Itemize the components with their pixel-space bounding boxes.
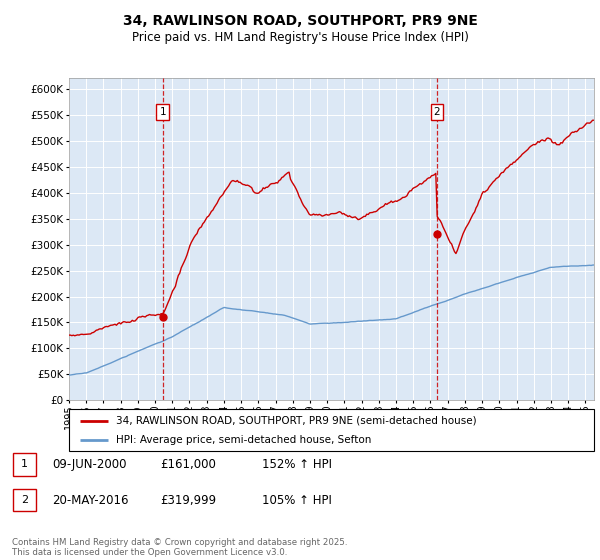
- Text: 105% ↑ HPI: 105% ↑ HPI: [262, 493, 332, 507]
- Text: £161,000: £161,000: [160, 458, 216, 471]
- Text: £319,999: £319,999: [160, 493, 217, 507]
- Text: 09-JUN-2000: 09-JUN-2000: [52, 458, 127, 471]
- Text: 1: 1: [160, 107, 166, 117]
- FancyBboxPatch shape: [13, 453, 36, 475]
- Text: 20-MAY-2016: 20-MAY-2016: [52, 493, 128, 507]
- Text: Price paid vs. HM Land Registry's House Price Index (HPI): Price paid vs. HM Land Registry's House …: [131, 31, 469, 44]
- Text: 2: 2: [21, 495, 28, 505]
- Text: HPI: Average price, semi-detached house, Sefton: HPI: Average price, semi-detached house,…: [116, 435, 371, 445]
- FancyBboxPatch shape: [13, 489, 36, 511]
- Text: 34, RAWLINSON ROAD, SOUTHPORT, PR9 9NE (semi-detached house): 34, RAWLINSON ROAD, SOUTHPORT, PR9 9NE (…: [116, 416, 477, 426]
- Text: 1: 1: [21, 459, 28, 469]
- Text: Contains HM Land Registry data © Crown copyright and database right 2025.
This d: Contains HM Land Registry data © Crown c…: [12, 538, 347, 557]
- Text: 34, RAWLINSON ROAD, SOUTHPORT, PR9 9NE: 34, RAWLINSON ROAD, SOUTHPORT, PR9 9NE: [122, 14, 478, 28]
- Text: 152% ↑ HPI: 152% ↑ HPI: [262, 458, 332, 471]
- Text: 2: 2: [434, 107, 440, 117]
- FancyBboxPatch shape: [69, 409, 594, 451]
